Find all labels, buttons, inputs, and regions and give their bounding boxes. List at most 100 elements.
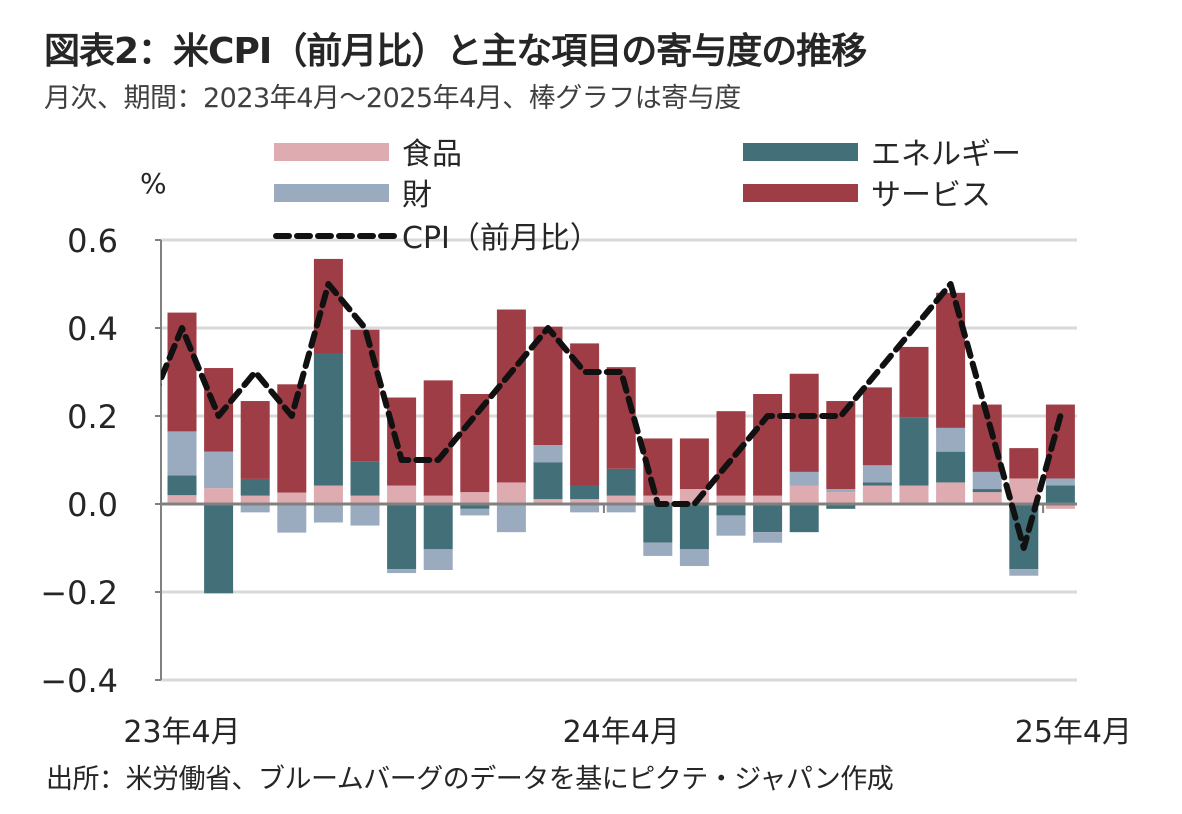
bar-goods — [570, 504, 600, 513]
bar-food — [167, 495, 197, 504]
legend-swatch-goods — [274, 184, 389, 202]
bar-goods — [1045, 478, 1075, 486]
bar-services — [131, 390, 160, 482]
bar-food — [460, 492, 490, 504]
bar-food — [570, 499, 600, 504]
x-tick-label: 23年4月 — [123, 715, 240, 750]
bar-services — [606, 367, 636, 469]
bar-energy — [423, 504, 453, 550]
legend-label-energy: エネルギー — [871, 137, 1021, 172]
x-tick-label: 24年4月 — [563, 715, 680, 750]
cpi-line-layer — [161, 281, 1064, 551]
bar-energy — [350, 461, 380, 496]
bar-goods — [533, 445, 563, 463]
bar-food — [313, 485, 343, 504]
bar-energy — [460, 504, 490, 509]
bar-goods — [167, 431, 197, 476]
bar-goods — [826, 489, 856, 493]
bar-energy — [606, 468, 636, 496]
bar-food — [972, 492, 1002, 504]
bar-goods — [204, 451, 234, 489]
legend-label-food: 食品 — [402, 137, 462, 172]
bar-services — [1009, 448, 1039, 479]
bar-services — [204, 368, 234, 452]
bar-energy — [204, 504, 234, 594]
bar-goods — [716, 515, 746, 536]
bar-food — [899, 485, 929, 504]
bar-energy — [753, 504, 783, 533]
bar-food — [862, 485, 892, 504]
bar-food — [1009, 478, 1039, 504]
bar-goods — [496, 504, 526, 533]
y-tick-label: −0.4 — [40, 662, 118, 700]
bar-goods — [606, 504, 636, 513]
y-tick-label: 0.0 — [67, 486, 118, 524]
bar-services — [679, 438, 709, 490]
bar-goods — [862, 465, 892, 483]
bar-food — [387, 485, 417, 504]
bar-energy — [387, 504, 417, 570]
legend-swatch-energy — [743, 143, 858, 161]
bar-goods — [753, 532, 783, 543]
bar-services — [423, 380, 453, 496]
bar-food — [533, 499, 563, 504]
bar-goods — [789, 471, 819, 486]
bar-goods — [277, 504, 307, 533]
bar-goods — [313, 504, 343, 523]
bar-services — [313, 258, 343, 354]
bar-services — [240, 401, 270, 479]
bar-energy — [862, 482, 892, 486]
bar-energy — [972, 489, 1002, 493]
bar-services — [570, 343, 600, 486]
source-note: 出所：米労働省、ブルームバーグのデータを基にピクテ・ジャパン作成 — [46, 764, 894, 795]
bar-energy — [826, 504, 856, 509]
bar-goods — [1009, 569, 1039, 576]
bar-food — [423, 495, 453, 504]
bar-goods — [679, 549, 709, 567]
legend-label-goods: 財 — [402, 178, 432, 213]
bar-goods — [423, 549, 453, 570]
bar-energy — [1045, 485, 1075, 504]
legend-swatch-food — [274, 143, 389, 161]
bar-services — [460, 394, 490, 493]
bar-energy — [716, 504, 746, 516]
bar-services — [387, 397, 417, 486]
bar-services — [753, 394, 783, 496]
bar-food — [240, 495, 270, 504]
bar-services — [716, 411, 746, 496]
bar-services — [496, 309, 526, 483]
axes — [155, 239, 1077, 681]
bar-goods — [972, 471, 1002, 490]
bar-goods — [936, 427, 966, 452]
bar-services — [899, 346, 929, 418]
bar-food — [789, 485, 819, 504]
bar-goods — [387, 569, 417, 574]
bar-food — [606, 495, 636, 504]
bar-energy — [789, 504, 819, 533]
cpi-line — [161, 281, 1064, 551]
bar-services — [862, 387, 892, 466]
y-tick-label: −0.2 — [40, 574, 118, 612]
y-tick-label: 0.2 — [67, 398, 118, 436]
bar-food — [826, 492, 856, 504]
bar-services — [533, 326, 563, 446]
bar-food — [753, 495, 783, 504]
bar-goods — [240, 504, 270, 513]
bar-food — [1045, 504, 1075, 509]
bar-food — [350, 495, 380, 504]
chart-title: 図表2：米CPI（前月比）と主な項目の寄与度の推移 — [44, 31, 867, 72]
bars — [131, 258, 1075, 594]
bar-goods — [460, 508, 490, 516]
bar-food — [496, 482, 526, 504]
legend-label-cpi: CPI（前月比） — [402, 221, 600, 256]
bar-goods — [643, 542, 673, 556]
bar-energy — [533, 462, 563, 500]
x-tick-labels: 23年4月 24年4月 25年4月 — [123, 715, 1132, 750]
bar-energy — [899, 417, 929, 486]
x-tick-label: 25年4月 — [1015, 715, 1132, 750]
bar-food — [936, 482, 966, 504]
bar-energy — [570, 485, 600, 500]
bar-energy — [313, 353, 343, 486]
